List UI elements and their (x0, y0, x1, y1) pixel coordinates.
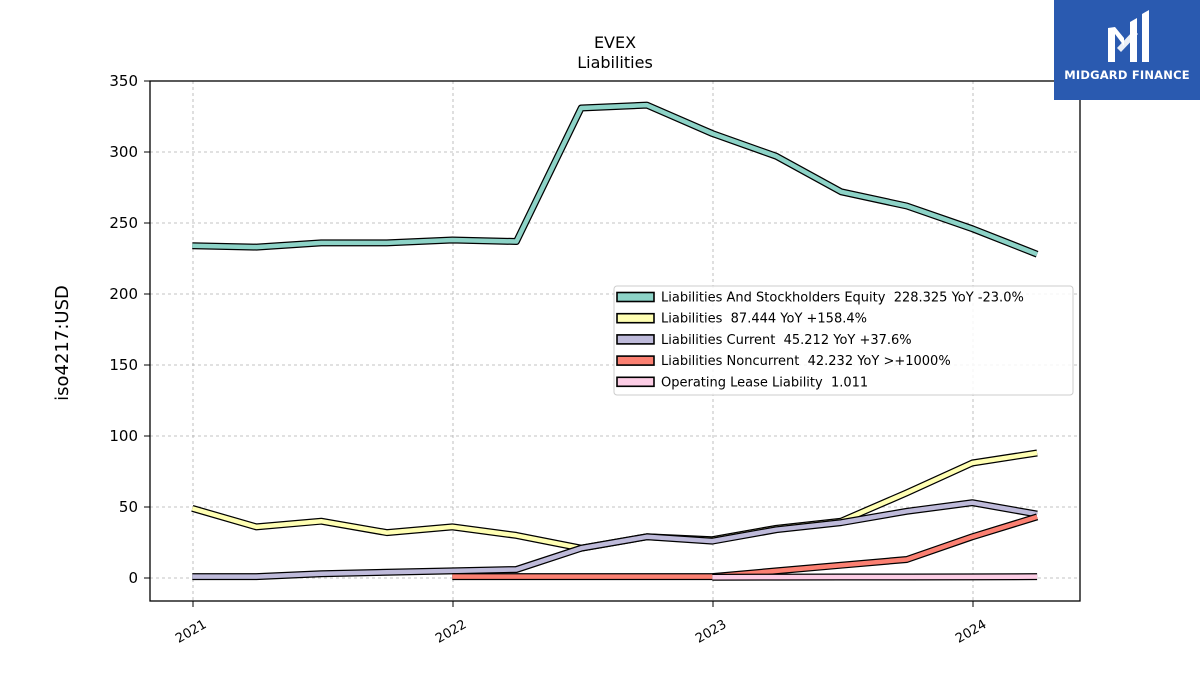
legend-item: Liabilities 87.444 YoY +158.4% (616, 312, 867, 327)
midgard-finance-logo: MIDGARD FINANCE (1054, 0, 1200, 100)
plot-frame (149, 80, 1081, 602)
x-tick-label: 2021 (173, 617, 209, 647)
x-tick-label: 2023 (693, 617, 729, 647)
y-tick-label: 50 (119, 498, 138, 516)
series-line (192, 102, 1038, 257)
chart-title: EVEX (594, 33, 636, 52)
legend-item: Liabilities Current 45.212 YoY +37.6% (616, 333, 912, 348)
legend-label: Liabilities 87.444 YoY +158.4% (661, 312, 867, 327)
legend-item: Operating Lease Liability 1.011 (616, 375, 868, 390)
legend-swatch (616, 291, 655, 303)
series-4 (452, 513, 1039, 581)
series-line (191, 450, 1038, 551)
x-tick-label: 2022 (433, 617, 469, 647)
legend-swatch (616, 312, 655, 324)
y-tick-label: 0 (128, 569, 138, 587)
legend-box (613, 285, 1074, 396)
logo-text: MIDGARD FINANCE (1064, 68, 1190, 82)
legend-swatch (616, 334, 655, 345)
legend-label: Liabilities And Stockholders Equity 228.… (661, 291, 1024, 306)
series-line (712, 574, 1038, 580)
legend-swatch (616, 376, 655, 388)
legend-label: Operating Lease Liability 1.011 (661, 375, 868, 390)
y-tick-label: 200 (109, 285, 138, 303)
y-ticks: 0 50 100 150 200 250 300 350 (109, 72, 150, 587)
x-ticks: 2021 2022 2023 2024 (173, 601, 989, 647)
legend-item: Liabilities Noncurrent 42.232 YoY >+1000… (616, 354, 951, 369)
legend-label: Liabilities Noncurrent 42.232 YoY >+1000… (661, 354, 951, 369)
chart-subtitle: Liabilities (577, 53, 653, 72)
series-line (192, 500, 1038, 579)
series-line (452, 514, 1038, 579)
legend: Liabilities And Stockholders Equity 228.… (613, 285, 1074, 396)
y-tick-label: 250 (109, 214, 138, 232)
series-5 (712, 573, 1038, 581)
series-lines (191, 101, 1039, 581)
y-axis-label: iso4217:USD (52, 285, 73, 401)
legend-item: Liabilities And Stockholders Equity 228.… (616, 291, 1024, 306)
series-line-outline (192, 499, 1038, 581)
series-3 (192, 499, 1038, 581)
legend-swatch (616, 355, 655, 366)
midgard-logo-icon (1108, 10, 1149, 62)
series-line-outline (191, 449, 1038, 552)
x-tick-label: 2024 (953, 617, 989, 647)
legend-label: Liabilities Current 45.212 YoY +37.6% (661, 333, 912, 348)
series-2 (191, 449, 1038, 552)
y-tick-label: 300 (109, 143, 138, 161)
y-tick-label: 100 (109, 427, 138, 445)
series-1 (192, 101, 1039, 258)
y-tick-label: 150 (109, 356, 138, 374)
y-tick-label: 350 (109, 72, 138, 90)
series-line-outline (192, 101, 1039, 258)
